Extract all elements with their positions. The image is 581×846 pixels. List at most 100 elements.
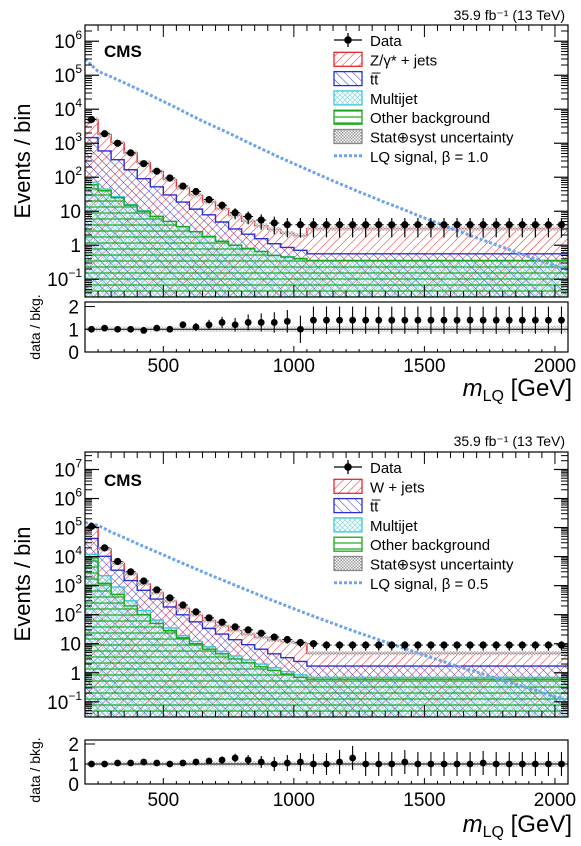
data-point xyxy=(166,594,174,602)
ratio-point xyxy=(492,316,500,324)
ratio-point xyxy=(388,760,396,768)
y-tick-mantissa: 10 xyxy=(54,548,75,569)
uncertainty-bin xyxy=(306,651,568,656)
data-point xyxy=(283,221,291,229)
data-point xyxy=(114,139,122,147)
other-bar xyxy=(254,666,268,717)
uncertainty-bin xyxy=(241,632,255,637)
data-point xyxy=(100,544,109,552)
data-point xyxy=(296,221,304,229)
y-tick-label: 102 xyxy=(54,164,82,189)
data-point xyxy=(153,586,161,594)
other-bar xyxy=(163,221,177,297)
ratio-point xyxy=(231,321,239,329)
data-point xyxy=(218,618,226,626)
ratio-point xyxy=(531,760,539,768)
data-point xyxy=(257,216,265,224)
legend-label: LQ signal, β = 1.0 xyxy=(370,149,488,166)
legend-symbol xyxy=(333,517,363,533)
ratio-point xyxy=(179,759,187,767)
y-tick-label: 102 xyxy=(54,602,82,627)
y-tick-mantissa: 10 xyxy=(54,100,75,121)
x-tick-label: 1000 xyxy=(273,790,315,811)
legend-label: Other background xyxy=(370,537,490,554)
ratio-plot: 500 1000 1500 2000 012 xyxy=(68,298,576,377)
ratio-point xyxy=(336,758,343,766)
ratio-point xyxy=(453,316,461,324)
data-point xyxy=(270,219,278,227)
ratio-point xyxy=(375,760,383,768)
ratio-y-tick-label: 0 xyxy=(68,775,79,796)
ratio-point xyxy=(414,316,422,324)
legend-swatch xyxy=(333,536,363,552)
other-bar xyxy=(280,674,294,717)
other-bar xyxy=(137,614,151,717)
uncertainty-bin xyxy=(189,192,203,198)
plot-area xyxy=(85,520,568,717)
data-point xyxy=(140,577,148,585)
other-bar xyxy=(176,226,190,297)
y-axis-label: Events / bin xyxy=(10,527,35,642)
data-point xyxy=(335,221,344,229)
ratio-point xyxy=(531,316,539,324)
y-tick-label: 104 xyxy=(54,96,82,121)
data-point xyxy=(531,641,539,649)
ratio-point xyxy=(296,325,304,333)
x-axis-label: mLQ [GeV] xyxy=(463,811,572,841)
y-tick-label: 106 xyxy=(54,486,82,511)
other-bar xyxy=(241,662,255,717)
y-tick-label: 107 xyxy=(54,456,82,481)
y-tick-exponent: 3 xyxy=(75,130,82,144)
other-bar xyxy=(280,257,294,297)
y-tick-label: 10−1 xyxy=(47,689,82,714)
ratio-y-tick-label: 1 xyxy=(68,320,79,341)
legend-symbol xyxy=(333,109,363,125)
legend-swatch xyxy=(333,478,363,494)
ratio-point xyxy=(310,316,317,324)
data-point xyxy=(349,641,357,649)
other-bar xyxy=(228,245,242,297)
y-tick-exponent: 5 xyxy=(75,515,82,529)
y-tick-exponent: 2 xyxy=(75,164,82,178)
legend-label: Multijet xyxy=(370,91,418,108)
ratio-point xyxy=(427,316,435,324)
legend-swatch xyxy=(333,497,363,514)
data-point xyxy=(231,209,239,217)
data-point xyxy=(322,641,331,649)
legend-swatch xyxy=(333,128,363,145)
y-tick-label: 106 xyxy=(54,28,82,53)
y-tick-label: 10 xyxy=(60,202,81,223)
y-tick-label: 103 xyxy=(54,573,82,598)
other-bar xyxy=(124,605,138,717)
y-tick-exponent: 2 xyxy=(75,602,82,616)
ratio-point xyxy=(558,760,565,768)
other-bar xyxy=(150,623,164,717)
legend-label: tt̅ xyxy=(370,499,381,516)
ratio-point xyxy=(140,758,148,766)
ttbar-outline xyxy=(85,136,568,255)
data-point xyxy=(440,221,448,229)
legend-swatch xyxy=(333,90,363,106)
other-bar xyxy=(241,248,255,297)
y-tick-mantissa: 10 xyxy=(54,168,75,189)
stack-other xyxy=(85,184,568,297)
ratio-point xyxy=(153,324,161,332)
data-point xyxy=(479,221,487,229)
data-point xyxy=(100,130,109,138)
y-tick-exponent: 4 xyxy=(75,544,82,558)
legend-symbol xyxy=(333,478,363,494)
data-point xyxy=(140,160,148,168)
ratio-point xyxy=(336,316,343,324)
ratio-plot-frame xyxy=(84,301,569,353)
ratio-point xyxy=(205,321,213,329)
legend-symbol xyxy=(333,536,363,552)
y-tick-exponent: 6 xyxy=(75,486,82,500)
data-point xyxy=(127,149,135,157)
y-tick-label: 105 xyxy=(54,62,82,87)
other-bar xyxy=(150,216,164,297)
ratio-y-tick-label: 2 xyxy=(68,735,79,756)
data-point xyxy=(153,167,161,175)
other-bar xyxy=(163,630,177,717)
legend-label: Data xyxy=(370,460,402,477)
data-point xyxy=(401,221,409,229)
